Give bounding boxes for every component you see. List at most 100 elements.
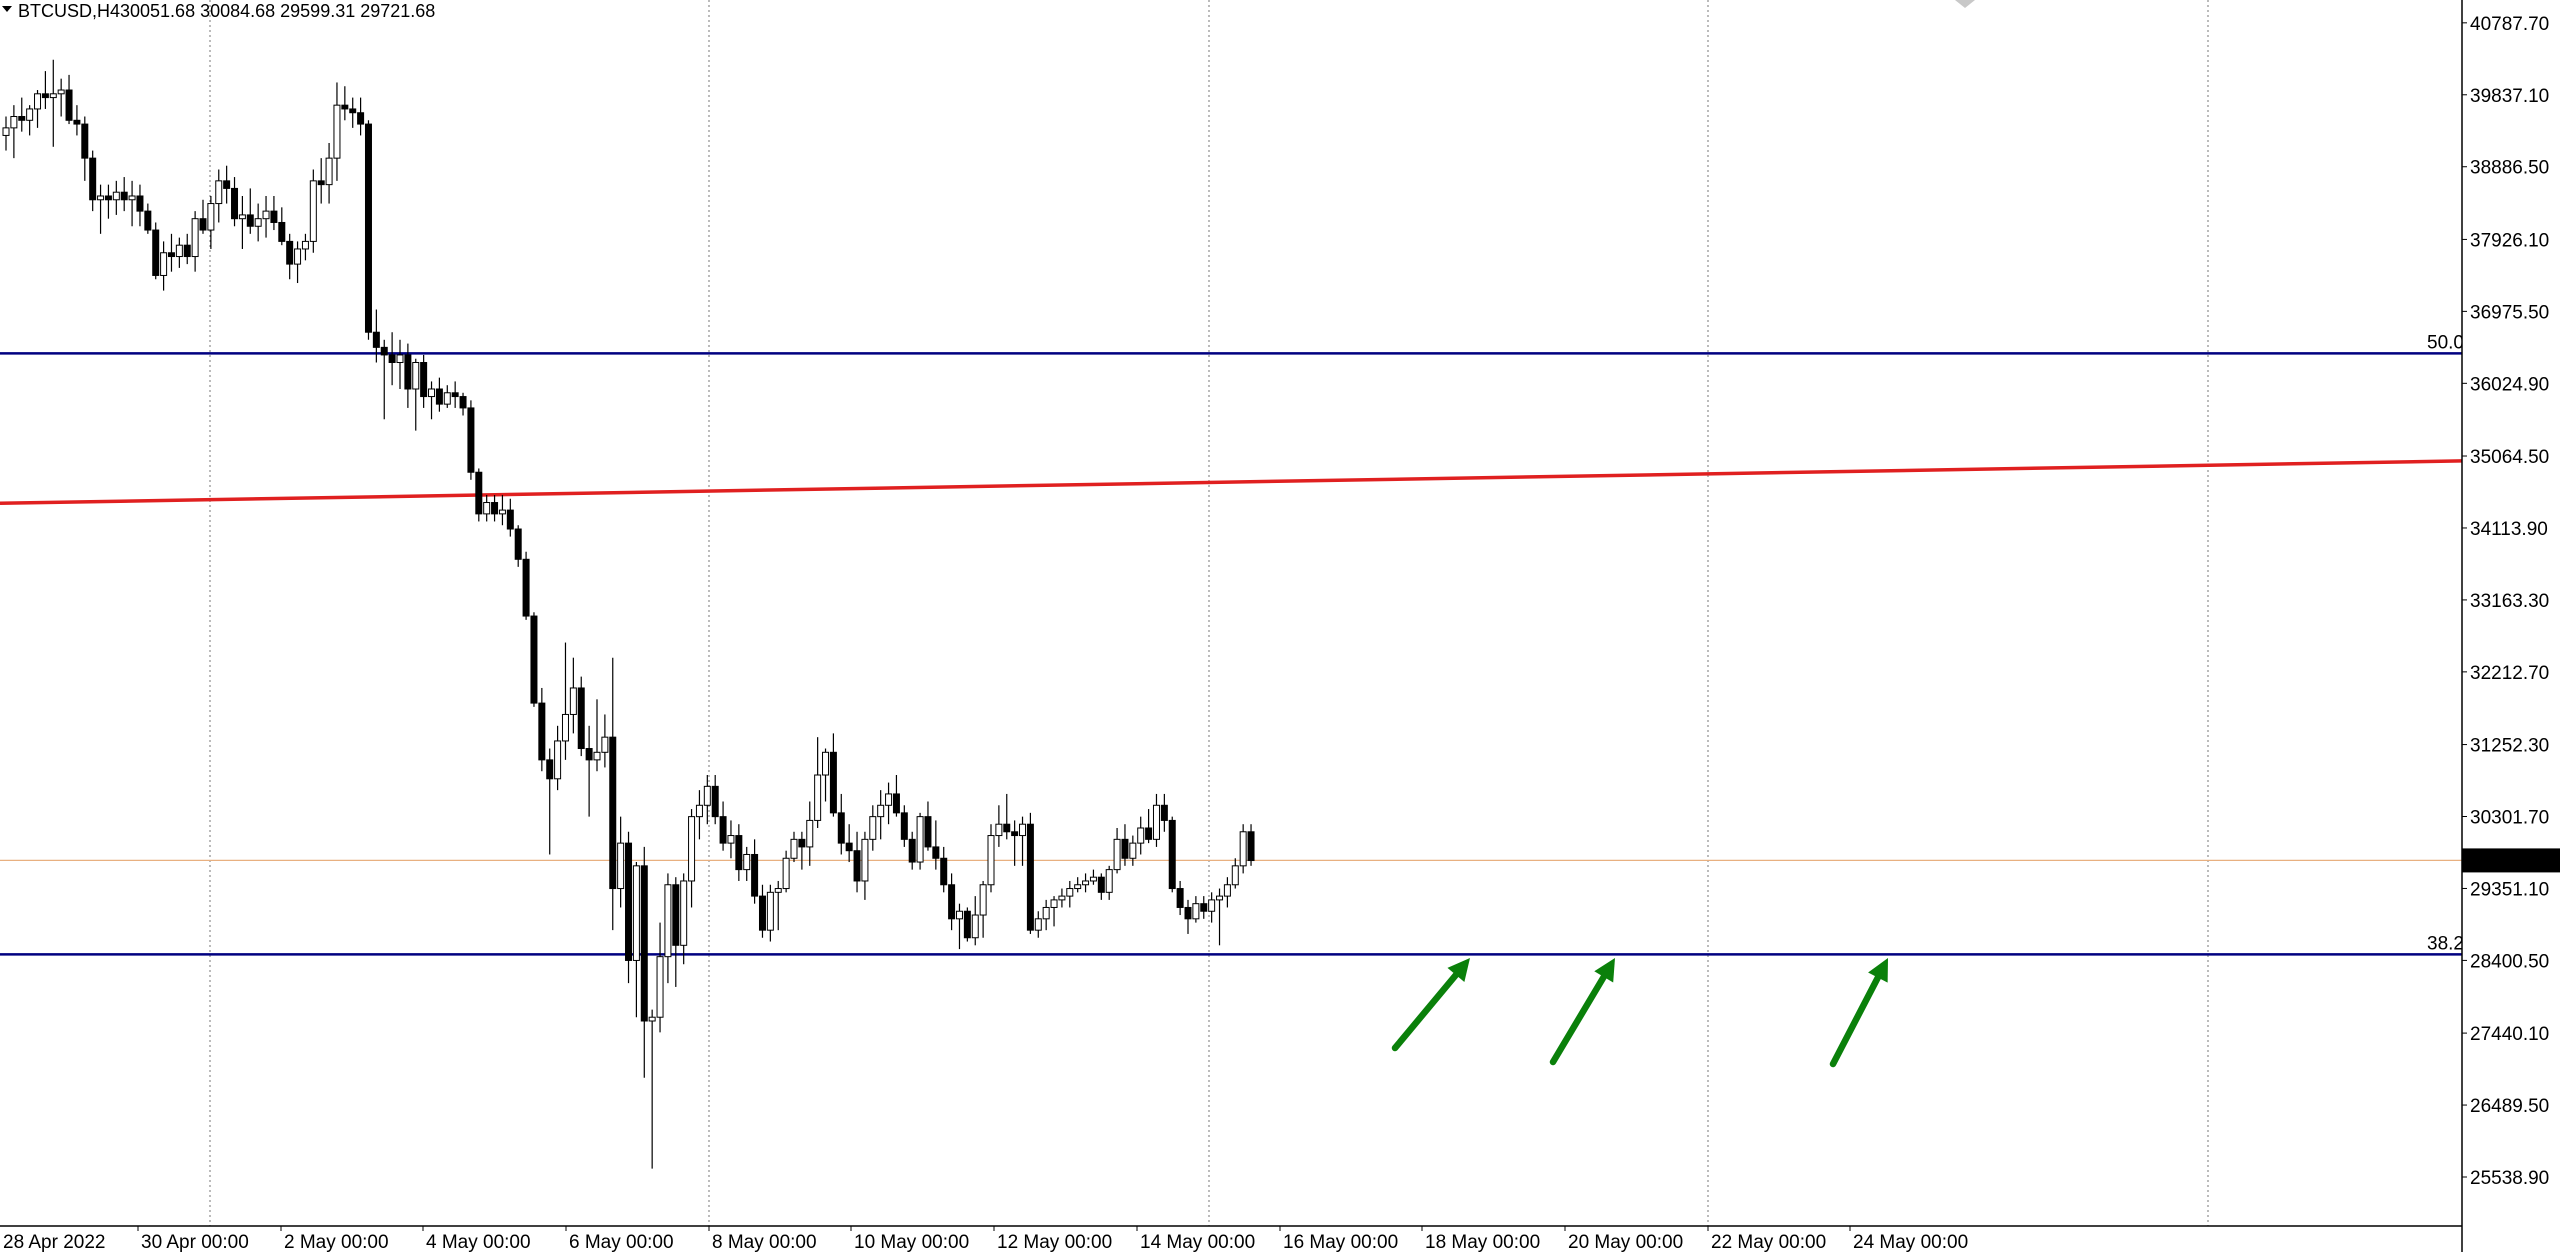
candle: [309, 169, 317, 253]
candle: [987, 824, 995, 893]
candle-body: [231, 187, 239, 220]
candle-body: [294, 248, 302, 265]
current-price-box: [2462, 848, 2560, 873]
candle: [262, 195, 270, 238]
horizontal-lines[interactable]: 50.0 38.2: [0, 332, 2464, 956]
candle-body: [128, 195, 136, 201]
chart-shift-marker-icon[interactable]: [1955, 0, 1975, 8]
arrow-icon: [1829, 958, 1888, 1068]
candle-body: [49, 93, 57, 99]
candle-body: [837, 812, 845, 844]
price-tick-label: 28400.50: [2470, 951, 2549, 972]
candle: [238, 195, 246, 249]
candle: [1184, 899, 1192, 934]
candle-body: [861, 838, 869, 882]
candle-body: [451, 392, 459, 398]
candle: [601, 714, 609, 768]
fibo-level-label: 38.2: [2427, 933, 2464, 954]
candle: [1066, 880, 1074, 908]
candle: [57, 78, 65, 117]
candle: [97, 184, 105, 234]
candle-body: [955, 910, 963, 920]
candle: [609, 657, 617, 931]
price-tick-label: 34113.90: [2470, 519, 2548, 540]
candle: [10, 105, 18, 159]
candle: [1105, 865, 1113, 900]
candle: [617, 816, 625, 908]
candle: [751, 839, 759, 904]
candle-body: [136, 195, 144, 212]
candle-body: [672, 884, 680, 946]
candle: [435, 377, 443, 412]
candle: [451, 381, 459, 408]
candle: [420, 354, 428, 408]
candle: [278, 207, 286, 246]
candle-body: [1042, 906, 1050, 920]
time-tick-label: 14 May 00:00: [1140, 1232, 1255, 1252]
candle: [727, 820, 735, 859]
candle: [514, 525, 522, 567]
candle-body: [270, 210, 278, 223]
candle-body: [1145, 827, 1153, 840]
candle-body: [948, 884, 956, 920]
candle-body: [924, 816, 932, 848]
candle-body: [160, 252, 168, 276]
candle-body: [97, 195, 105, 201]
candle-body: [404, 354, 412, 390]
candle-body: [632, 865, 640, 961]
candle: [948, 873, 956, 931]
candle-body: [104, 195, 112, 201]
candle-body: [1231, 865, 1239, 886]
candle-body: [1026, 823, 1034, 931]
candle: [1223, 877, 1231, 908]
candle: [144, 203, 152, 234]
candle: [877, 790, 885, 840]
arrow-head: [1868, 958, 1888, 983]
candle-body: [601, 736, 609, 753]
symbol-timeframe: BTCUSD,H4: [18, 1, 120, 21]
candle: [908, 831, 916, 870]
candle-body: [191, 218, 199, 258]
candle: [806, 801, 814, 866]
candle-body: [1089, 876, 1097, 882]
candle: [1192, 896, 1200, 923]
candle-body: [979, 884, 987, 916]
candle-body: [1160, 804, 1168, 821]
candle-body: [357, 112, 365, 125]
candle-body: [522, 558, 530, 617]
candle-body: [1003, 823, 1011, 833]
candle: [1003, 793, 1011, 840]
candle: [73, 105, 81, 136]
candle: [294, 241, 302, 284]
candle: [561, 642, 569, 760]
candle: [223, 165, 231, 204]
candle-body: [1168, 819, 1176, 890]
candle-body: [609, 736, 617, 890]
candle-body: [751, 853, 759, 897]
candle-body: [491, 502, 499, 515]
candle-body: [246, 214, 254, 227]
candle-body: [916, 816, 924, 863]
time-tick-label: 4 May 00:00: [426, 1232, 531, 1252]
candle: [837, 793, 845, 855]
candle: [648, 1009, 656, 1169]
candle: [680, 873, 688, 965]
candle: [152, 222, 160, 280]
price-tick-label: 26489.50: [2470, 1096, 2549, 1117]
grid-lines: [209, 0, 2209, 1226]
candle-body: [372, 331, 380, 348]
time-tick-label: 16 May 00:00: [1283, 1232, 1398, 1252]
candle: [829, 733, 837, 817]
candle: [869, 805, 877, 851]
candle: [286, 233, 294, 280]
candle: [703, 775, 711, 825]
price-tick-label: 27440.10: [2470, 1024, 2549, 1045]
candle-body: [1239, 831, 1247, 867]
candle-body: [215, 180, 223, 205]
candle: [475, 468, 483, 522]
time-tick-label: 2 May 00:00: [284, 1232, 389, 1252]
dropdown-triangle-icon[interactable]: [2, 6, 12, 12]
candle: [325, 143, 333, 204]
